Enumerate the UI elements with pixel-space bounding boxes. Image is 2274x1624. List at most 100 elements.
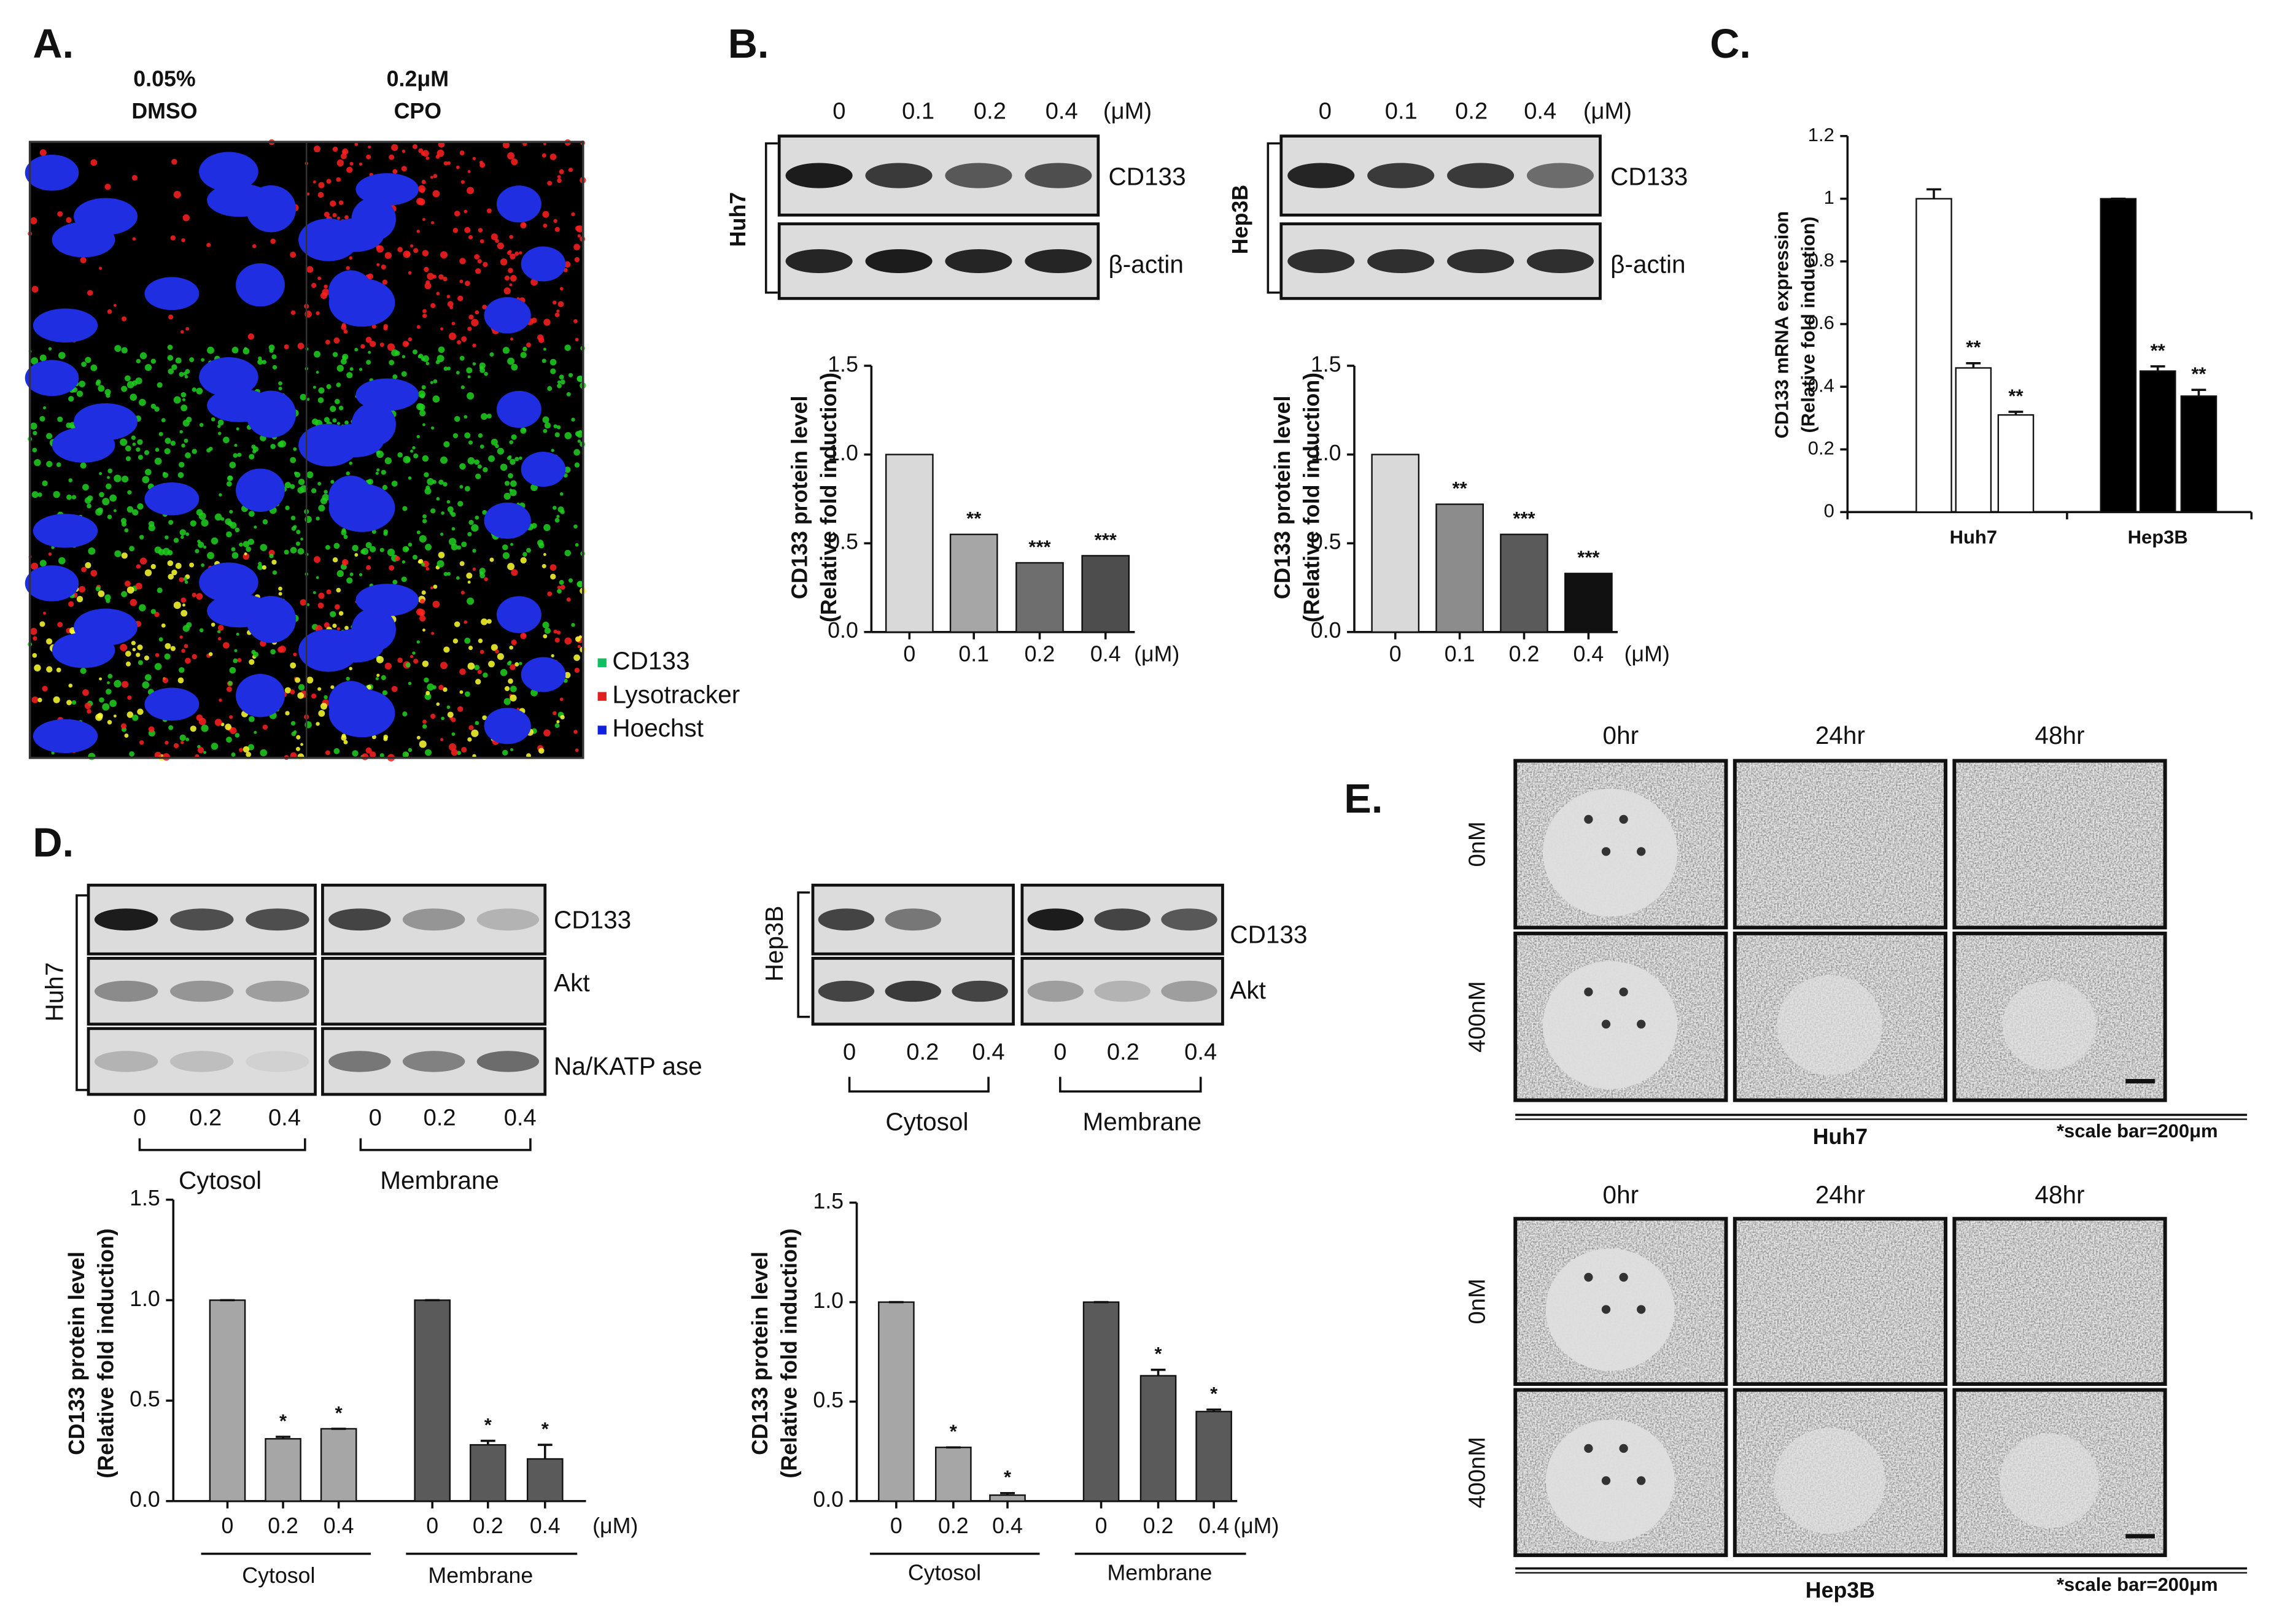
signal-dot bbox=[66, 700, 72, 706]
x-tick-label: 0.1 bbox=[1445, 641, 1475, 666]
signal-dot bbox=[571, 417, 575, 422]
signal-dot bbox=[559, 169, 564, 174]
signal-dot bbox=[46, 460, 53, 468]
signal-dot bbox=[504, 275, 510, 281]
signal-dot bbox=[510, 253, 516, 260]
signal-dot bbox=[167, 560, 174, 566]
signal-dot bbox=[53, 696, 60, 703]
signal-dot bbox=[467, 662, 475, 670]
signal-dot bbox=[461, 746, 467, 753]
bar bbox=[1955, 367, 1992, 513]
signal-dot bbox=[417, 355, 422, 358]
signal-dot bbox=[139, 604, 146, 612]
signal-dot bbox=[467, 327, 472, 331]
blot-band bbox=[476, 908, 540, 931]
signal-dot bbox=[507, 357, 515, 365]
nucleus bbox=[521, 246, 566, 282]
signal-dot bbox=[443, 482, 448, 487]
signal-dot bbox=[448, 743, 457, 751]
signal-dot bbox=[293, 525, 297, 529]
signal-dot bbox=[168, 314, 174, 320]
blot-band bbox=[1367, 163, 1435, 188]
legend-swatch bbox=[597, 692, 607, 701]
signal-dot bbox=[179, 462, 185, 468]
signal-dot bbox=[383, 326, 388, 331]
signal-dot bbox=[541, 358, 546, 363]
signal-dot bbox=[456, 165, 460, 169]
signal-dot bbox=[502, 544, 508, 551]
signal-dot bbox=[39, 149, 47, 157]
debris bbox=[1584, 988, 1593, 997]
lane-label: 0.2 bbox=[906, 1038, 939, 1065]
signal-dot bbox=[71, 495, 77, 500]
signal-dot bbox=[538, 542, 545, 549]
signal-dot bbox=[139, 557, 147, 565]
signal-dot bbox=[107, 681, 110, 684]
signal-dot bbox=[144, 569, 152, 576]
debris bbox=[1601, 1305, 1611, 1314]
bar bbox=[1015, 562, 1064, 633]
y-tick-label: 0.0 bbox=[828, 618, 858, 643]
signal-dot bbox=[98, 385, 105, 392]
signal-dot bbox=[237, 452, 242, 457]
signal-dot bbox=[424, 266, 429, 273]
signal-dot bbox=[211, 417, 215, 422]
signal-dot bbox=[446, 161, 451, 165]
signal-dot bbox=[229, 462, 236, 468]
signal-dot bbox=[481, 413, 488, 420]
group-label: Cytosol bbox=[242, 1563, 315, 1588]
signal-dot bbox=[131, 435, 136, 440]
signal-dot bbox=[278, 381, 282, 386]
debris bbox=[1637, 1019, 1646, 1029]
signal-dot bbox=[175, 562, 182, 569]
signal-dot bbox=[270, 649, 276, 655]
signal-dot bbox=[467, 737, 472, 742]
signal-dot bbox=[262, 360, 267, 365]
bar bbox=[414, 1299, 451, 1502]
signal-dot bbox=[486, 413, 492, 419]
x-tick-label: 0 bbox=[903, 641, 915, 666]
signal-dot bbox=[346, 372, 353, 379]
signal-dot bbox=[330, 685, 335, 689]
signal-dot bbox=[39, 416, 45, 422]
signal-dot bbox=[427, 273, 434, 280]
signal-dot bbox=[448, 332, 457, 341]
signal-dot bbox=[421, 179, 426, 185]
row-label: 400nM bbox=[1464, 1437, 1491, 1509]
micrograph-border bbox=[1513, 759, 1728, 930]
signal-dot bbox=[575, 748, 579, 752]
signal-dot bbox=[201, 358, 205, 362]
signal-dot bbox=[157, 382, 163, 388]
nucleus bbox=[484, 502, 531, 539]
signal-dot bbox=[330, 200, 336, 207]
signal-dot bbox=[42, 480, 48, 487]
micrograph bbox=[298, 344, 586, 557]
fraction-label: Cytosol bbox=[885, 1107, 968, 1135]
signal-dot bbox=[427, 478, 434, 485]
signal-dot bbox=[510, 694, 517, 702]
debris bbox=[1584, 1444, 1593, 1453]
signal-dot bbox=[258, 562, 262, 566]
signal-dot bbox=[475, 516, 479, 520]
legend-swatch bbox=[597, 725, 607, 735]
signal-dot bbox=[235, 527, 240, 533]
signal-dot bbox=[150, 403, 156, 409]
x-tick-label: 0.2 bbox=[268, 1514, 298, 1538]
signal-dot bbox=[553, 711, 557, 716]
signal-dot bbox=[107, 468, 113, 474]
signal-dot bbox=[560, 509, 565, 514]
signal-dot bbox=[564, 431, 572, 439]
signal-dot bbox=[107, 309, 112, 314]
signal-dot bbox=[472, 343, 476, 348]
signal-dot bbox=[46, 666, 53, 673]
signal-dot bbox=[125, 445, 131, 452]
y-axis-label: CD133 protein level bbox=[787, 396, 812, 600]
signal-dot bbox=[53, 491, 60, 498]
signal-dot bbox=[451, 322, 456, 325]
nucleus bbox=[144, 482, 200, 516]
signal-dot bbox=[129, 546, 135, 552]
signal-dot bbox=[432, 600, 440, 608]
signal-dot bbox=[447, 301, 454, 307]
signal-dot bbox=[317, 191, 324, 198]
blot-band bbox=[1027, 980, 1084, 1002]
